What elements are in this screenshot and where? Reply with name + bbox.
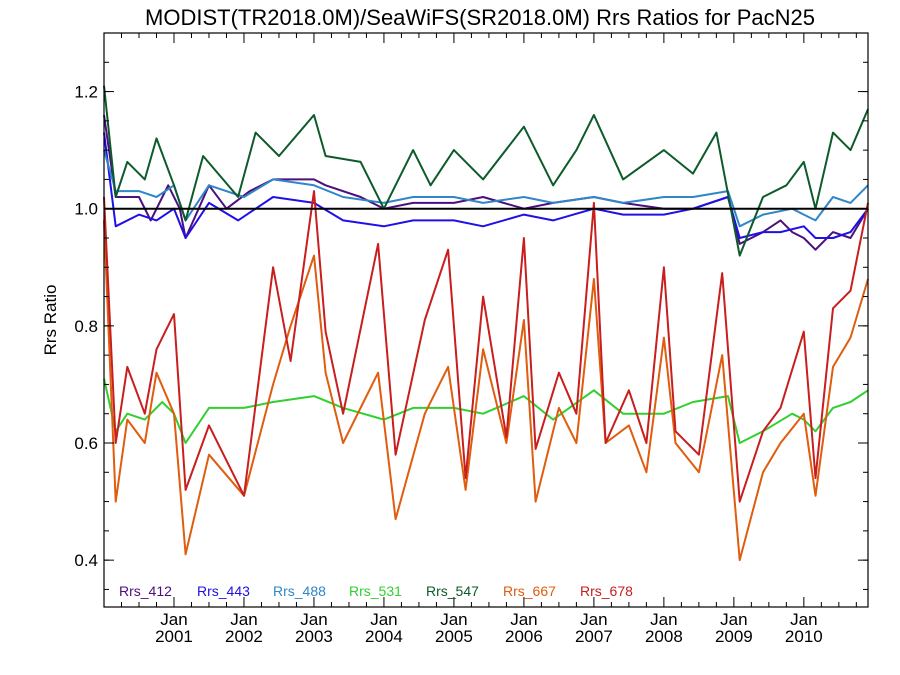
y-tick-label: 0.6 bbox=[74, 434, 98, 453]
x-tick-label-month: Jan bbox=[790, 610, 817, 629]
x-tick-label-year: 2009 bbox=[715, 627, 753, 646]
x-tick-label-month: Jan bbox=[580, 610, 607, 629]
legend-entry-rrs-443: Rrs_443 bbox=[197, 583, 250, 599]
legend-entry-rrs-667: Rrs_667 bbox=[503, 583, 556, 599]
x-tick-label-year: 2004 bbox=[365, 627, 403, 646]
series-line-rrs-412 bbox=[103, 114, 869, 251]
x-tick-label-month: Jan bbox=[230, 610, 257, 629]
series-line-rrs-531 bbox=[103, 378, 869, 444]
x-tick-label-month: Jan bbox=[650, 610, 677, 629]
x-tick-label-year: 2006 bbox=[505, 627, 543, 646]
y-tick-label: 1.2 bbox=[74, 83, 98, 102]
series-layer bbox=[103, 85, 869, 562]
legend-entry-rrs-531: Rrs_531 bbox=[349, 583, 402, 599]
x-tick-label-month: Jan bbox=[510, 610, 537, 629]
x-tick-label-year: 2001 bbox=[155, 627, 193, 646]
x-tick-label-year: 2010 bbox=[785, 627, 823, 646]
plot-frame bbox=[103, 32, 869, 608]
x-axis: Jan2001Jan2002Jan2003Jan2004Jan2005Jan20… bbox=[120, 33, 857, 646]
x-tick-label-year: 2005 bbox=[435, 627, 473, 646]
chart-title: MODIST(TR2018.0M)/SeaWiFS(SR2018.0M) Rrs… bbox=[145, 5, 815, 30]
legend: Rrs_412 Rrs_443 Rrs_488 Rrs_531 Rrs_547 Rrs_6… bbox=[119, 583, 633, 599]
y-tick-label: 0.8 bbox=[74, 317, 98, 336]
series-line-rrs-443 bbox=[103, 132, 869, 239]
x-tick-label-year: 2008 bbox=[645, 627, 683, 646]
y-tick-label: 0.4 bbox=[74, 551, 98, 570]
y-axis-label: Rrs Ratio bbox=[41, 285, 60, 356]
legend-entry-rrs-547: Rrs_547 bbox=[426, 583, 479, 599]
series-line-rrs-488 bbox=[103, 149, 869, 228]
y-axis: 0.4 0.6 0.8 1.0 1.2 bbox=[74, 61, 868, 590]
y-tick-label: 1.0 bbox=[74, 200, 98, 219]
x-tick-label-month: Jan bbox=[720, 610, 747, 629]
x-tick-label-month: Jan bbox=[370, 610, 397, 629]
legend-entry-rrs-488: Rrs_488 bbox=[273, 583, 326, 599]
series-line-rrs-547 bbox=[103, 85, 869, 257]
legend-entry-rrs-412: Rrs_412 bbox=[119, 583, 172, 599]
x-tick-label-month: Jan bbox=[440, 610, 467, 629]
series-line-rrs-678 bbox=[103, 190, 869, 503]
x-tick-label-year: 2002 bbox=[225, 627, 263, 646]
x-tick-label-year: 2003 bbox=[295, 627, 333, 646]
x-tick-label-month: Jan bbox=[160, 610, 187, 629]
legend-entry-rrs-678: Rrs_678 bbox=[580, 583, 633, 599]
x-tick-label-year: 2007 bbox=[575, 627, 613, 646]
x-tick-label-month: Jan bbox=[300, 610, 327, 629]
series-line-rrs-667 bbox=[103, 220, 869, 562]
